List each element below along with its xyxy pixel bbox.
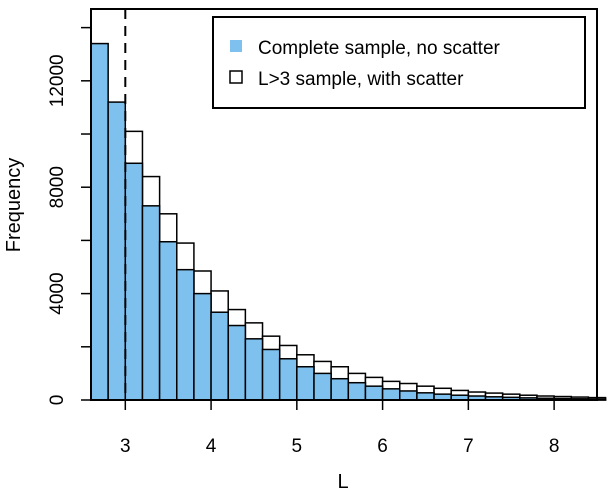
bar-series-0-bin-6 — [193, 292, 212, 401]
legend-swatch-complete-sample — [230, 40, 242, 52]
x-axis: 3 4 5 6 7 8 — [120, 400, 559, 457]
legend-label-complete-sample: Complete sample, no scatter — [258, 38, 501, 59]
y-axis: 0 4000 8000 12000 — [47, 26, 91, 406]
x-tick-label-5: 5 — [292, 436, 303, 457]
x-tick-label-8: 8 — [549, 436, 560, 457]
x-axis-title: L — [337, 471, 348, 493]
bar-series-0-bin-15 — [347, 381, 367, 401]
legend-label-l-gt-3-sample: L>3 sample, with scatter — [258, 69, 464, 90]
legend: Complete sample, no scatter L>3 sample, … — [212, 16, 586, 109]
bar-series-0-bin-16 — [364, 385, 384, 401]
x-tick-label-6: 6 — [377, 436, 388, 457]
x-tick-label-3: 3 — [120, 436, 131, 457]
bar-series-0-bin-5 — [176, 268, 195, 401]
y-axis-title: Frequency — [3, 158, 25, 253]
y-tick-label-0: 0 — [47, 395, 68, 406]
bar-series-0-bin-0 — [90, 42, 109, 401]
bar-series-0-bin-8 — [227, 324, 247, 401]
y-tick-label-4000: 4000 — [47, 272, 68, 314]
bar-series-0-bin-3 — [141, 205, 161, 401]
bar-series-0-bin-17 — [381, 388, 401, 401]
bar-series-0-bin-7 — [210, 311, 229, 401]
plot-frame — [90, 8, 598, 401]
x-tick-label-7: 7 — [463, 436, 474, 457]
bar-series-0-bin-19 — [416, 392, 435, 401]
bar-series-0-bin-18 — [398, 390, 418, 401]
bar-series-0-bin-11 — [278, 358, 298, 401]
bars-complete-sample — [90, 42, 607, 401]
bar-series-0-bin-14 — [330, 377, 350, 401]
y-tick-label-12000: 12000 — [47, 54, 68, 107]
legend-swatch-l-gt-3-sample — [229, 70, 243, 84]
legend-box — [212, 16, 586, 109]
bar-series-0-bin-9 — [244, 338, 264, 401]
bar-series-0-bin-4 — [158, 240, 178, 401]
x-tick-label-4: 4 — [206, 436, 217, 457]
bar-series-0-bin-10 — [261, 348, 281, 401]
bar-series-0-bin-1 — [107, 101, 127, 401]
y-tick-label-8000: 8000 — [47, 166, 68, 208]
bar-series-0-bin-2 — [124, 162, 144, 401]
bar-series-0-bin-12 — [296, 366, 315, 401]
bar-series-0-bin-13 — [313, 372, 332, 401]
